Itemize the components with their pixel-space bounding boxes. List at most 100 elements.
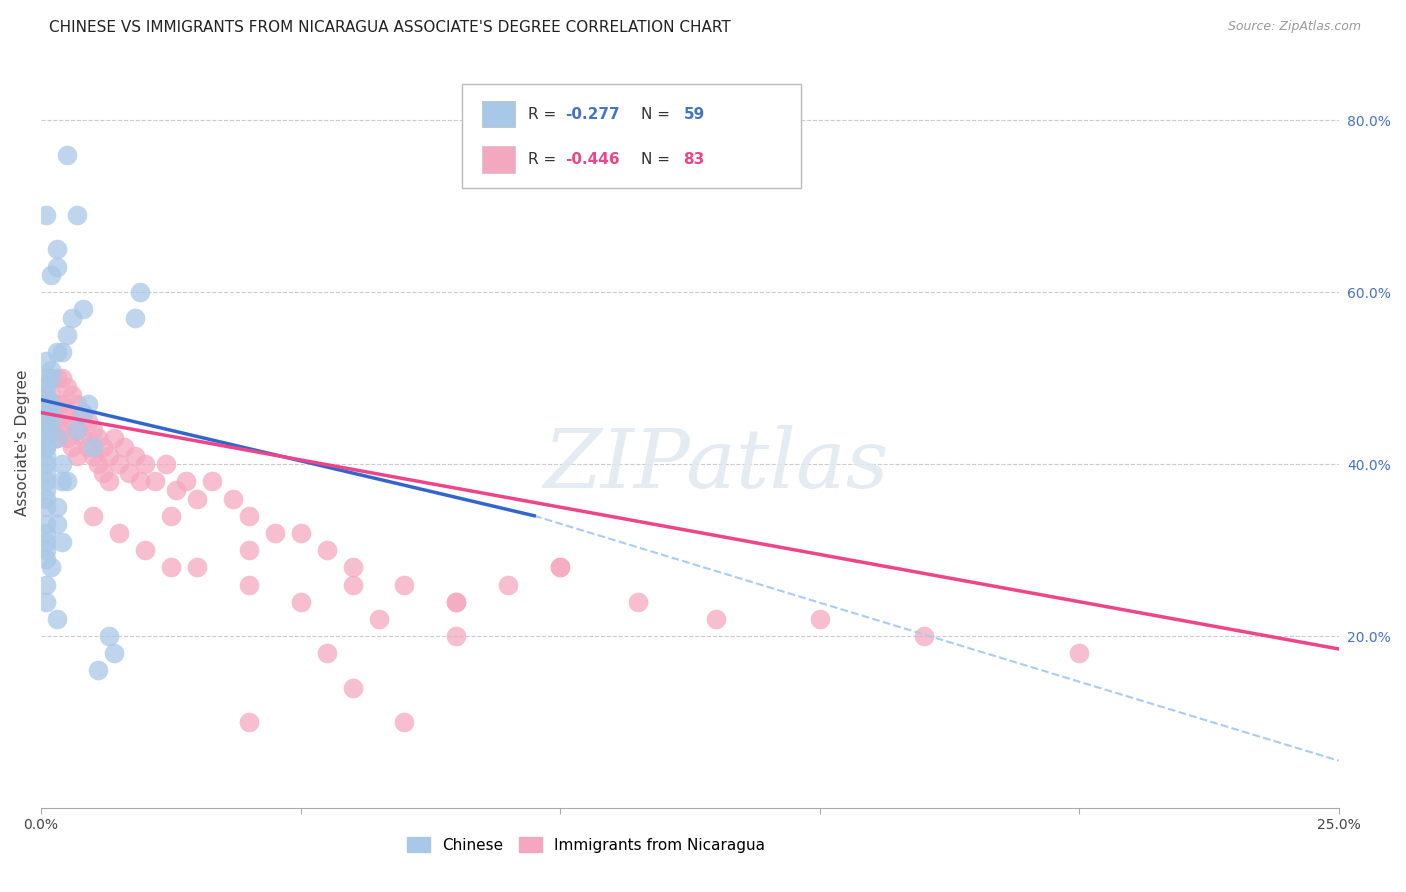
Text: -0.277: -0.277 (565, 106, 620, 121)
Point (35, 406, 58, 420)
Point (808, 612, 831, 626)
Point (35, 534, 58, 549)
Point (82, 440, 104, 454)
Text: 59: 59 (683, 106, 704, 121)
Point (238, 543, 260, 558)
Point (35, 354, 58, 368)
Point (45, 517, 67, 532)
Point (93, 466, 115, 480)
Point (201, 475, 224, 489)
Point (66, 449, 89, 463)
Point (35, 491, 58, 506)
Point (45, 243, 67, 257)
Legend: Chinese, Immigrants from Nicaragua: Chinese, Immigrants from Nicaragua (401, 830, 770, 859)
Point (45, 431, 67, 445)
Point (97, 475, 120, 489)
Point (548, 560, 571, 574)
Point (103, 646, 125, 660)
Point (41, 388, 63, 402)
Point (394, 714, 416, 729)
Point (35, 500, 58, 515)
Point (56, 380, 79, 394)
Point (446, 629, 468, 643)
Point (35, 371, 58, 385)
Point (60, 388, 83, 402)
Point (45, 345, 67, 359)
Point (72, 431, 94, 445)
Point (82, 449, 104, 463)
Point (66, 423, 89, 437)
Point (82, 508, 104, 523)
Point (35, 440, 58, 454)
Text: -0.446: -0.446 (565, 153, 620, 167)
Point (290, 525, 312, 540)
Point (41, 560, 63, 574)
Point (35, 517, 58, 532)
Point (238, 714, 260, 729)
Text: N =: N = (641, 153, 675, 167)
Point (97, 629, 120, 643)
Point (315, 646, 337, 660)
Point (160, 508, 183, 523)
Point (35, 406, 58, 420)
Point (51, 475, 73, 489)
Point (60, 414, 83, 428)
Point (627, 595, 650, 609)
Point (134, 543, 156, 558)
Point (41, 406, 63, 420)
Point (35, 414, 58, 428)
Point (35, 525, 58, 540)
Point (41, 371, 63, 385)
Point (56, 431, 79, 445)
Point (72, 406, 94, 420)
Point (704, 612, 727, 626)
Point (124, 311, 146, 326)
Point (41, 397, 63, 411)
Point (45, 414, 67, 428)
Point (498, 577, 520, 591)
Point (35, 475, 58, 489)
Text: Source: ZipAtlas.com: Source: ZipAtlas.com (1227, 20, 1361, 33)
Point (60, 440, 83, 454)
Point (45, 612, 67, 626)
Point (290, 595, 312, 609)
Point (548, 560, 571, 574)
Point (1069, 646, 1091, 660)
Point (35, 423, 58, 437)
Point (45, 260, 67, 274)
Point (66, 208, 89, 222)
Point (35, 397, 58, 411)
Point (143, 475, 166, 489)
Point (35, 388, 58, 402)
Point (160, 560, 183, 574)
Point (394, 577, 416, 591)
Point (97, 449, 120, 463)
Point (108, 457, 131, 471)
Point (263, 525, 285, 540)
Point (51, 397, 73, 411)
Point (342, 577, 364, 591)
Point (35, 431, 58, 445)
Point (186, 491, 208, 506)
Point (35, 577, 58, 591)
Point (238, 577, 260, 591)
Point (35, 380, 58, 394)
Text: ZIPatlas: ZIPatlas (543, 425, 889, 505)
Point (35, 388, 58, 402)
Point (342, 560, 364, 574)
Point (45, 500, 67, 515)
Point (41, 371, 63, 385)
Point (76, 414, 98, 428)
Point (41, 423, 63, 437)
Text: CHINESE VS IMMIGRANTS FROM NICARAGUA ASSOCIATE'S DEGREE CORRELATION CHART: CHINESE VS IMMIGRANTS FROM NICARAGUA ASS… (49, 20, 731, 35)
Point (35, 595, 58, 609)
Point (367, 612, 389, 626)
Point (165, 483, 187, 497)
Point (35, 449, 58, 463)
Point (76, 440, 98, 454)
Point (72, 406, 94, 420)
Point (238, 508, 260, 523)
Point (118, 466, 141, 480)
Point (51, 345, 73, 359)
Point (45, 397, 67, 411)
